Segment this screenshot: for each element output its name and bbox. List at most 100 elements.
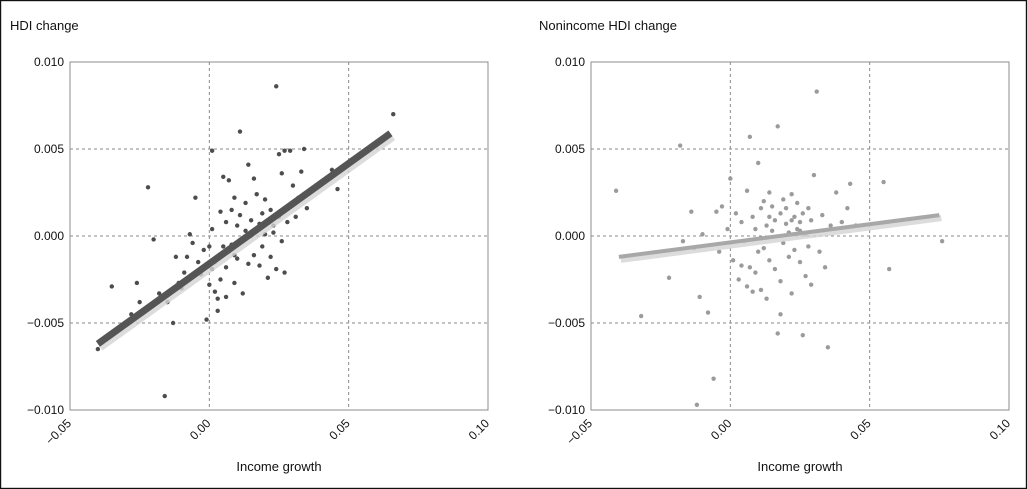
scatter-point	[800, 332, 805, 338]
scatter-point	[223, 294, 229, 300]
scatter-point	[939, 239, 945, 244]
scatter-point	[881, 179, 886, 185]
trend-line	[95, 130, 393, 347]
scatter-point	[193, 195, 198, 200]
scatter-point	[772, 266, 778, 272]
scatter-point	[109, 284, 115, 289]
scatter-point	[151, 237, 156, 242]
scatter-point	[753, 270, 758, 275]
scatter-point	[204, 317, 209, 322]
scatter-point	[223, 265, 229, 270]
scatter-point	[825, 345, 831, 350]
scatter-point	[769, 228, 775, 233]
scatter-point	[260, 244, 265, 249]
scatter-point	[209, 148, 215, 153]
scatter-point	[268, 254, 273, 260]
scatter-point	[195, 259, 201, 265]
scatter-point	[789, 218, 794, 223]
trend-line	[618, 213, 940, 259]
scatter-point	[725, 226, 730, 232]
scatter-point	[795, 200, 800, 206]
scatter-point	[761, 245, 766, 251]
scatter-point	[254, 192, 259, 197]
x-tick-label: 0.05	[847, 416, 874, 443]
x-tick-label: −0.05	[43, 416, 75, 448]
y-tick-label: 0.010	[34, 55, 64, 69]
x-tick-label: −0.05	[564, 416, 596, 448]
scatter-point	[246, 162, 251, 167]
scatter-point	[299, 169, 304, 174]
scatter-point	[756, 160, 761, 166]
scatter-point	[293, 214, 298, 220]
scatter-point	[276, 152, 282, 157]
scatter-point	[758, 205, 764, 211]
scatter-point	[744, 284, 750, 289]
x-tick-label: 0.10	[466, 416, 493, 443]
scatter-point	[212, 289, 218, 294]
scatter-point	[218, 277, 223, 282]
scatter-point	[680, 239, 686, 244]
scatter-point	[221, 244, 226, 249]
scatter-point	[728, 176, 733, 181]
nonincome-hdi-change-chart: Nonincome HDI change Income growth 0.010…	[539, 18, 1013, 474]
scatter-point	[271, 230, 276, 235]
scatter-point	[301, 146, 307, 152]
scatter-point	[786, 254, 792, 260]
chart-title: HDI change	[10, 18, 79, 33]
x-tick-label: 0.05	[326, 416, 353, 443]
scatter-point	[714, 209, 719, 214]
scatter-point	[716, 249, 722, 254]
scatter-point	[719, 204, 725, 209]
scatter-point	[781, 197, 786, 202]
scatter-point	[190, 240, 195, 246]
scatter-point	[797, 219, 803, 225]
x-tick-label: 0.10	[987, 416, 1014, 443]
scatter-point	[792, 214, 797, 220]
scatter-point	[248, 218, 254, 223]
scatter-point	[243, 200, 248, 206]
scatter-point	[839, 219, 844, 225]
y-tick-label: −0.005	[27, 316, 64, 330]
scatter-point	[613, 188, 619, 193]
scatter-point	[808, 218, 814, 223]
scatter-point	[736, 277, 741, 282]
scatter-point	[218, 209, 223, 214]
scatter-point	[95, 346, 101, 352]
scatter-point	[778, 279, 783, 284]
scatter-point	[391, 112, 396, 117]
scatter-point	[817, 249, 822, 254]
scatter-point	[711, 376, 716, 381]
scatter-point	[251, 176, 257, 181]
scatter-point	[207, 282, 212, 287]
scatter-point	[797, 259, 803, 265]
scatter-point	[792, 247, 797, 253]
scatter-point	[803, 273, 808, 279]
scatter-point	[750, 289, 755, 294]
scatter-point	[689, 209, 694, 214]
scatter-point	[237, 212, 243, 218]
scatter-point	[789, 291, 794, 296]
scatter-point	[666, 275, 672, 280]
y-tick-label: 0.010	[555, 55, 585, 69]
scatter-point	[814, 89, 819, 94]
scatter-point	[733, 211, 739, 216]
scatter-point	[834, 190, 839, 195]
scatter-point	[279, 171, 284, 176]
scatter-point	[235, 256, 240, 261]
scatter-point	[134, 280, 140, 286]
scatter-point	[820, 212, 825, 218]
y-tick-label: −0.005	[548, 316, 585, 330]
y-tick-label: 0.000	[34, 229, 64, 243]
scatter-point	[767, 258, 772, 263]
scatter-point	[753, 226, 758, 232]
scatter-point	[207, 244, 212, 249]
scatter-point	[232, 280, 237, 286]
scatter-point	[800, 211, 805, 216]
scatter-point	[847, 181, 853, 186]
scatter-point	[677, 143, 683, 148]
scatter-point	[730, 258, 736, 263]
scatter-point	[638, 313, 644, 319]
scatter-point	[705, 310, 711, 315]
scatter-point	[268, 207, 273, 213]
